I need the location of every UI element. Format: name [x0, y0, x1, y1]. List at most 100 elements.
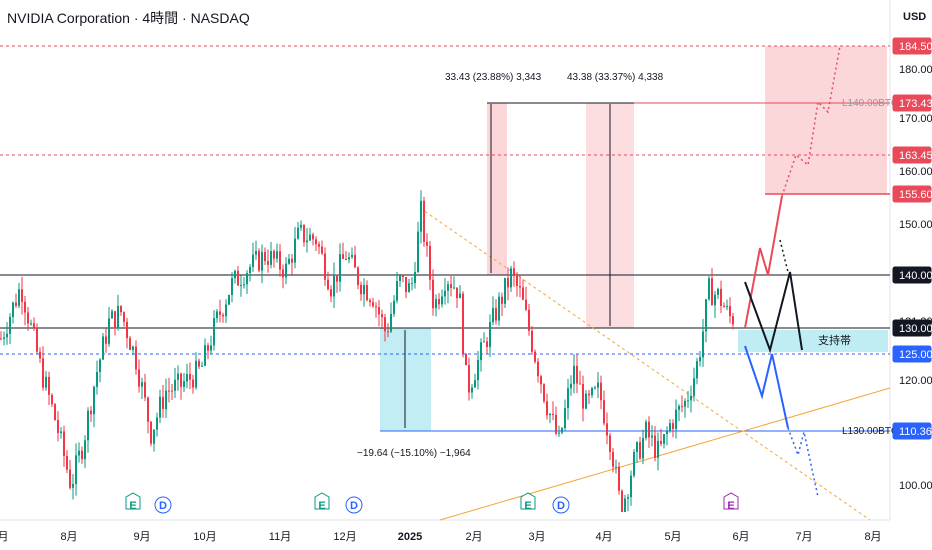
candle-body: [12, 302, 14, 318]
candle-body: [660, 440, 662, 444]
candle-body: [3, 337, 5, 339]
candle-body: [114, 311, 116, 329]
badge-letter-1: D: [159, 500, 167, 512]
candle-body: [342, 254, 344, 259]
candle-body: [447, 284, 449, 291]
candle-body: [714, 294, 716, 306]
month-tick-13: 8月: [864, 531, 881, 543]
candle-body: [558, 432, 560, 434]
price-labels: 184.50173.43163.45155.60140.00131.30130.…: [892, 37, 932, 440]
candle-body: [591, 388, 593, 396]
candle-body: [48, 376, 50, 395]
candle-body: [246, 273, 248, 285]
candle-body: [33, 323, 35, 328]
candle-body: [126, 321, 128, 339]
candle-body: [315, 239, 317, 245]
earnings-badge-2[interactable]: [314, 492, 330, 510]
candle-body: [141, 382, 143, 387]
candle-body: [57, 420, 59, 434]
dividend-badge-3[interactable]: [345, 496, 363, 514]
dividend-badge-5[interactable]: [552, 496, 570, 514]
month-tick-0: 月: [0, 531, 9, 543]
candle-body: [657, 440, 659, 458]
time-axis: 月 8月 9月 10月 11月 12月 2025 2月 3月 4月 5月 6月 7月 8月: [0, 531, 882, 543]
candle-body: [345, 258, 347, 260]
candle-body: [102, 336, 104, 360]
candle-body: [729, 306, 731, 317]
candle-body: [573, 365, 575, 384]
candle-body: [567, 388, 569, 409]
candle-body: [510, 268, 512, 288]
candle-body: [339, 254, 341, 282]
candle-body: [303, 224, 305, 243]
candle-body: [609, 435, 611, 452]
candle-body: [51, 394, 53, 405]
candle-body: [135, 346, 137, 370]
candle-body: [417, 231, 419, 273]
candle-body: [564, 408, 566, 429]
candle-body: [375, 306, 377, 308]
candle-body: [270, 251, 272, 265]
candle-body: [165, 390, 167, 410]
candle-body: [615, 466, 617, 468]
candle-body: [669, 423, 671, 431]
bear-path: [744, 345, 789, 429]
candle-body: [78, 450, 80, 456]
price-tick-180: 180.00: [899, 64, 932, 76]
month-tick-6: 2025: [398, 531, 422, 543]
candle-body: [216, 311, 218, 319]
candle-body: [501, 296, 503, 304]
candle-body: [534, 351, 536, 362]
candle-body: [570, 383, 572, 389]
candle-body: [438, 299, 440, 305]
candle-body: [585, 393, 587, 409]
candle-body: [204, 345, 206, 366]
support-zone: [738, 330, 888, 352]
candle-body: [306, 240, 308, 243]
candle-body: [642, 438, 644, 459]
candle-body: [462, 293, 464, 354]
measure-label-2: 43.38 (33.37%) 4,338: [567, 72, 664, 83]
candle-body: [285, 263, 287, 278]
candle-body: [471, 387, 473, 393]
candle-body: [249, 267, 251, 274]
candle-body: [327, 279, 329, 290]
price-label-155.60: 155.60: [899, 189, 932, 201]
candle-body: [9, 317, 11, 334]
badge-letter-2: E: [318, 500, 325, 512]
earnings-badge-0[interactable]: [125, 492, 141, 510]
candle-body: [540, 376, 542, 385]
candle-body: [594, 387, 596, 389]
candle-body: [192, 379, 194, 388]
candle-body: [231, 278, 233, 295]
lower-target-label: L130.00BTG: [842, 426, 899, 437]
candle-body: [30, 323, 32, 325]
candle-body: [606, 423, 608, 436]
candle-body: [507, 277, 509, 288]
month-tick-3: 10月: [193, 531, 216, 543]
candle-body: [621, 490, 623, 512]
earnings-badge-4[interactable]: [520, 492, 536, 510]
candle-body: [15, 302, 17, 306]
month-tick-7: 2月: [465, 531, 482, 543]
candle-body: [210, 345, 212, 351]
dividend-badge-1[interactable]: [154, 496, 172, 514]
candle-body: [366, 285, 368, 301]
badge-letter-3: D: [350, 500, 358, 512]
candle-body: [648, 421, 650, 438]
candle-body: [702, 331, 704, 358]
candle-body: [645, 421, 647, 439]
candle-body: [411, 283, 413, 285]
target-label: L140.00BTG: [842, 98, 899, 109]
candle-body: [213, 318, 215, 346]
candle-body: [441, 296, 443, 305]
candle-body: [588, 393, 590, 396]
candle-body: [663, 434, 665, 444]
earnings-badge-6[interactable]: [723, 492, 739, 510]
candle-body: [279, 251, 281, 270]
candle-body: [261, 251, 263, 271]
candle-body: [699, 357, 701, 362]
candle-body: [156, 417, 158, 430]
